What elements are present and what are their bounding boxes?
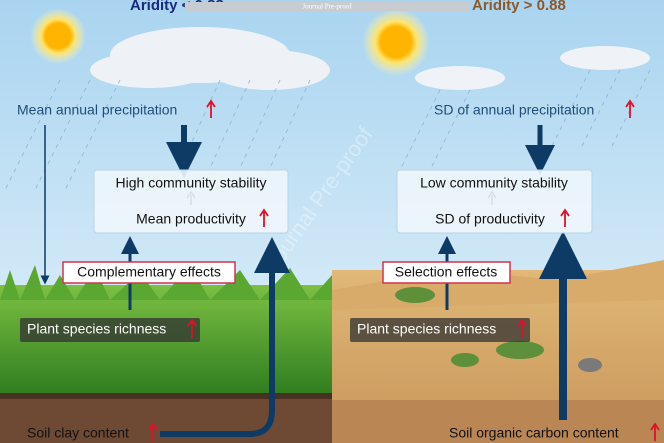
left-productivity: Mean productivity xyxy=(136,211,246,227)
right-title: Aridity > 0.88 xyxy=(472,0,566,14)
left-richness: Plant species richness xyxy=(27,321,166,337)
increase-arrows xyxy=(148,99,660,441)
right-precipitation: SD of annual precipitation xyxy=(434,102,594,118)
right-stability: Low community stability xyxy=(420,175,568,191)
left-soil: Soil clay content xyxy=(27,425,129,441)
right-mechanism: Selection effects xyxy=(395,264,497,280)
labels: Mean annual precipitation High community… xyxy=(17,102,619,441)
right-productivity: SD of productivity xyxy=(435,211,545,227)
right-richness: Plant species richness xyxy=(357,321,496,337)
top-bar: Aridity < 0.88 Aridity > 0.88 Journal Pr… xyxy=(130,0,566,14)
right-soil: Soil organic carbon content xyxy=(449,425,619,441)
result-boxes xyxy=(20,169,593,342)
left-precipitation: Mean annual precipitation xyxy=(17,102,177,118)
left-mechanism: Complementary effects xyxy=(77,264,221,280)
watermark: Journal Pre-proof xyxy=(302,3,352,11)
left-stability: High community stability xyxy=(116,175,267,191)
